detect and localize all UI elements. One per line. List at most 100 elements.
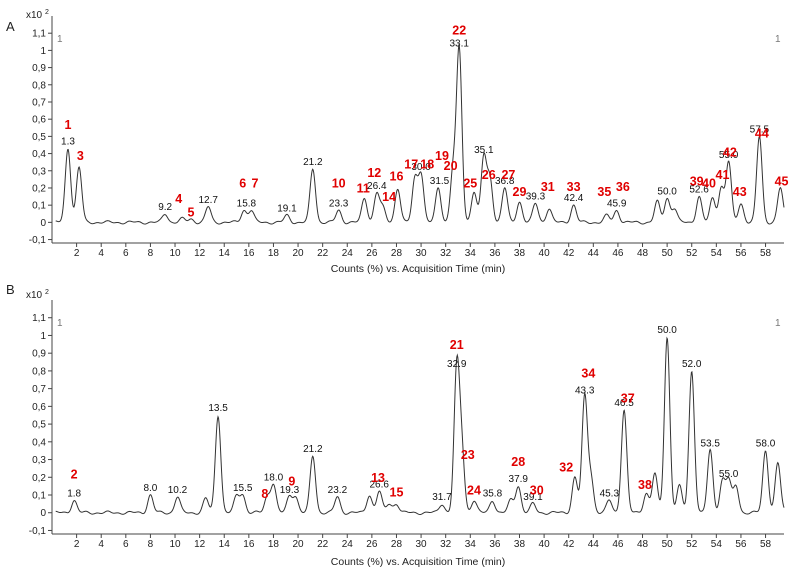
compound-number-label: 43 <box>733 185 747 199</box>
compound-number-label: 31 <box>541 180 555 194</box>
x-tick-label: 20 <box>292 539 304 550</box>
compound-number-label: 33 <box>567 180 581 194</box>
y-multiplier-exponent: 2 <box>45 289 49 296</box>
peak-time-label: 32.9 <box>447 359 467 370</box>
compound-number-label: 21 <box>450 338 464 352</box>
x-tick-label: 16 <box>243 248 255 259</box>
compound-number-label: 7 <box>252 176 259 190</box>
compound-number-label: 40 <box>702 176 716 190</box>
chromatogram-trace <box>55 336 785 516</box>
compound-number-label: 11 <box>357 182 370 196</box>
x-tick-label: 38 <box>514 539 526 550</box>
y-tick-label: 0,5 <box>32 420 46 431</box>
compound-number-label: 18 <box>420 157 434 171</box>
x-tick-label: 18 <box>268 539 280 550</box>
x-tick-label: 34 <box>465 539 477 550</box>
compound-number-label: 42 <box>723 145 737 159</box>
x-tick-label: 46 <box>612 539 624 550</box>
y-tick-label: 0,9 <box>32 349 46 360</box>
y-tick-label: 1,1 <box>32 313 46 324</box>
x-tick-label: 32 <box>440 248 452 259</box>
corner-label-left: 1 <box>57 318 63 329</box>
peak-time-label: 13.5 <box>208 403 228 414</box>
x-tick-label: 26 <box>366 248 378 259</box>
x-tick-label: 18 <box>268 248 280 259</box>
y-tick-label: 0,2 <box>32 183 46 194</box>
peak-time-label: 18.0 <box>264 472 284 483</box>
x-tick-label: 4 <box>98 248 104 259</box>
compound-number-label: 4 <box>175 192 182 206</box>
x-tick-label: 6 <box>123 248 129 259</box>
peak-time-label: 43.3 <box>575 386 595 397</box>
y-tick-label: 0,1 <box>32 201 46 212</box>
x-tick-label: 12 <box>194 248 206 259</box>
compound-number-label: 19 <box>435 149 449 163</box>
peak-time-label: 39.3 <box>526 191 546 202</box>
x-tick-label: 52 <box>686 539 698 550</box>
x-tick-label: 54 <box>711 248 723 259</box>
compound-number-label: 14 <box>382 190 396 204</box>
compound-number-label: 16 <box>390 170 404 184</box>
y-tick-label: 0,5 <box>32 132 46 143</box>
peak-time-label: 19.1 <box>277 203 297 214</box>
panel-letter: A <box>6 19 15 34</box>
y-tick-label: 0,6 <box>32 402 46 413</box>
peak-time-label: 10.2 <box>168 485 188 496</box>
x-tick-label: 42 <box>563 539 575 550</box>
x-tick-label: 10 <box>169 248 181 259</box>
corner-label-right: 1 <box>775 34 781 45</box>
x-tick-label: 26 <box>366 539 378 550</box>
x-tick-label: 22 <box>317 248 329 259</box>
y-multiplier-exponent: 2 <box>45 9 49 16</box>
peak-time-label: 1.8 <box>67 488 81 499</box>
compound-number-label: 27 <box>501 168 515 182</box>
compound-number-label: 17 <box>404 157 418 171</box>
y-tick-label: 0,6 <box>32 115 46 126</box>
y-multiplier: x10 <box>26 10 43 21</box>
corner-label-right: 1 <box>775 318 781 329</box>
x-axis-label: Counts (%) vs. Acquisition Time (min) <box>331 263 505 275</box>
peak-time-label: 33.1 <box>449 38 469 49</box>
x-tick-label: 28 <box>391 539 403 550</box>
compound-number-label: 45 <box>775 175 789 189</box>
peak-time-label: 19.3 <box>280 485 300 496</box>
y-tick-label: 0,3 <box>32 166 46 177</box>
peak-time-label: 55.0 <box>719 150 739 161</box>
compound-number-label: 12 <box>367 166 381 180</box>
x-tick-label: 8 <box>148 539 154 550</box>
x-tick-label: 12 <box>194 539 206 550</box>
x-tick-label: 8 <box>148 248 154 259</box>
compound-number-label: 3 <box>77 149 84 163</box>
peak-time-label: 37.9 <box>509 474 529 485</box>
y-tick-label: 0 <box>40 218 46 229</box>
x-tick-label: 20 <box>292 248 304 259</box>
peak-time-label: 42.4 <box>564 193 584 204</box>
chromatogram-trace <box>55 43 785 225</box>
compound-number-label: 15 <box>390 485 404 499</box>
peak-time-label: 45.9 <box>607 198 627 209</box>
compound-number-label: 35 <box>597 185 611 199</box>
peak-time-label: 12.7 <box>199 195 219 206</box>
x-tick-label: 50 <box>662 248 674 259</box>
x-tick-label: 10 <box>169 539 181 550</box>
compound-number-label: 37 <box>621 391 635 405</box>
x-tick-label: 54 <box>711 539 723 550</box>
x-tick-label: 28 <box>391 248 403 259</box>
compound-number-label: 38 <box>638 478 652 492</box>
peak-time-label: 21.2 <box>303 157 323 168</box>
y-tick-label: 0,4 <box>32 149 46 160</box>
peak-time-label: 1.3 <box>61 136 75 147</box>
peak-time-label: 26.6 <box>370 479 390 490</box>
peak-time-label: 15.8 <box>237 198 257 209</box>
compound-number-label: 28 <box>511 455 525 469</box>
compound-number-label: 20 <box>444 159 458 173</box>
y-tick-label: -0,1 <box>29 235 47 246</box>
x-tick-label: 50 <box>662 539 674 550</box>
x-tick-label: 40 <box>539 539 551 550</box>
x-tick-label: 58 <box>760 248 772 259</box>
y-tick-label: 0,1 <box>32 491 46 502</box>
y-tick-label: 1 <box>40 46 46 57</box>
